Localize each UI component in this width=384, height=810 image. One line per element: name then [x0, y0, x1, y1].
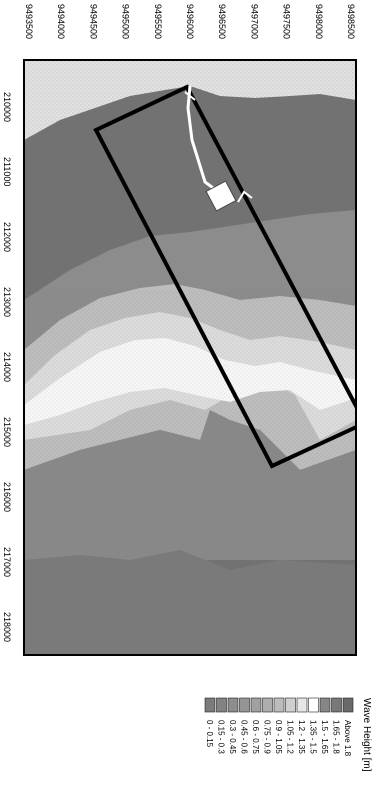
northing-tick-label: 9495000: [121, 4, 131, 39]
legend: Above 1.81.65 - 1.81.5 - 1.651.35 - 1.51…: [204, 697, 372, 772]
legend-swatches: [204, 697, 354, 713]
easting-tick-label: 216000: [2, 482, 12, 512]
legend-item-label: 1.65 - 1.8: [332, 720, 341, 754]
ship-track-line: [186, 85, 225, 198]
northing-tick-label: 9496000: [185, 4, 195, 39]
northing-tick-label: 9494500: [88, 4, 98, 39]
legend-swatch: [319, 697, 331, 713]
legend-item-label: 1.05 - 1.2: [286, 720, 295, 754]
legend-labels: Above 1.81.65 - 1.81.5 - 1.651.35 - 1.51…: [205, 720, 352, 757]
legend-item-label: 1.35 - 1.5: [309, 720, 318, 754]
lower-mid-region: [24, 410, 356, 560]
legend-item-label: 0.9 - 1.05: [274, 720, 283, 754]
legend-item-label: 0.75 - 0.9: [263, 720, 272, 754]
easting-tick-label: 218000: [2, 612, 12, 642]
northing-tick-label: 9494000: [56, 4, 66, 39]
legend-title: Wave Height [m]: [361, 698, 372, 772]
legend-swatch: [285, 697, 296, 713]
northing-tick-label: 9493500: [24, 4, 34, 39]
platform-marker: [205, 180, 237, 212]
map-frame: [23, 59, 357, 656]
legend-item-label: 0.45 - 0.6: [240, 720, 249, 754]
legend-swatch: [308, 697, 319, 713]
easting-tick-label: 210000: [2, 92, 12, 122]
legend-item-label: 1.2 - 1.35: [297, 720, 306, 754]
northing-tick-label: 9498000: [314, 4, 324, 39]
northing-tick-label: 9498500: [346, 4, 356, 39]
easting-tick-label: 213000: [2, 287, 12, 317]
easting-tick-label: 211000: [2, 157, 12, 186]
legend-item-label: 0 - 0.15: [205, 720, 214, 748]
legend-swatch: [216, 697, 227, 713]
legend-swatch: [342, 697, 354, 713]
legend-item-label: 0.6 - 0.75: [251, 720, 260, 754]
legend-item-label: Above 1.8: [343, 720, 352, 757]
legend-swatch: [227, 697, 239, 713]
easting-tick-label: 212000: [2, 222, 12, 252]
legend-swatch: [204, 697, 216, 713]
legend-item-label: 0.3 - 0.45: [228, 720, 237, 754]
easting-tick-label: 214000: [2, 352, 12, 382]
easting-axis-labels: 210000 211000 212000 213000 214000 215000 2160…: [2, 92, 12, 642]
legend-swatch: [331, 697, 342, 713]
legend-swatch: [273, 697, 285, 713]
map-area: [24, 60, 356, 655]
northing-tick-label: 9497000: [249, 4, 259, 39]
northing-tick-label: 9496500: [217, 4, 227, 39]
lower-darker-region: [24, 550, 356, 655]
study-area-box: [93, 84, 356, 469]
legend-item-label: 1.5 - 1.65: [320, 720, 329, 754]
easting-tick-label: 217000: [2, 547, 12, 577]
legend-swatch: [296, 697, 308, 713]
easting-tick-label: 215000: [2, 417, 12, 447]
legend-item-label: 0.15 - 0.3: [217, 720, 226, 754]
legend-swatch: [262, 697, 273, 713]
legend-swatch: [239, 697, 250, 713]
northing-tick-label: 9497500: [282, 4, 292, 39]
legend-swatch: [250, 697, 262, 713]
northing-axis-labels: 9493500 9494000 9494500 9495000 9495500 94960…: [24, 4, 356, 39]
northing-tick-label: 9495500: [153, 4, 163, 39]
